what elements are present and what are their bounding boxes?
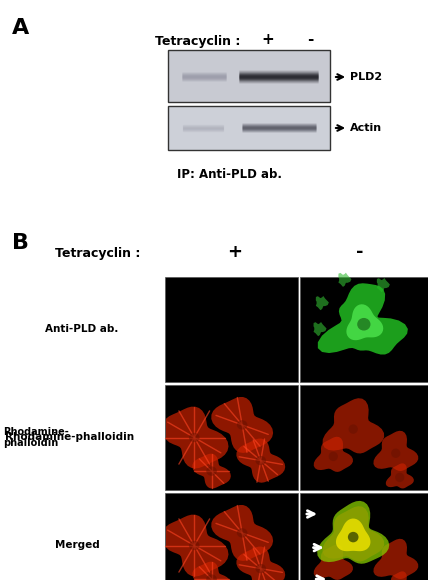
Polygon shape [166, 407, 229, 469]
Ellipse shape [329, 452, 338, 461]
Bar [165, 385, 298, 490]
Polygon shape [339, 273, 351, 287]
Polygon shape [192, 454, 231, 488]
Text: IP: Anti-PLD ab.: IP: Anti-PLD ab. [178, 168, 282, 181]
Polygon shape [314, 437, 353, 472]
Polygon shape [211, 505, 273, 561]
Polygon shape [374, 431, 418, 471]
Polygon shape [323, 506, 384, 561]
Bar [300, 385, 428, 490]
Polygon shape [374, 539, 418, 579]
Polygon shape [192, 561, 231, 580]
Polygon shape [236, 546, 285, 580]
Ellipse shape [189, 433, 199, 442]
Ellipse shape [206, 466, 217, 476]
Polygon shape [211, 397, 273, 453]
Text: Merged: Merged [55, 541, 100, 550]
Text: Rhodamine-
phalloidin: Rhodamine- phalloidin [3, 427, 69, 448]
Ellipse shape [348, 532, 359, 542]
Bar [300, 277, 428, 382]
Polygon shape [323, 398, 384, 454]
Ellipse shape [256, 564, 266, 573]
Text: -: - [356, 243, 364, 261]
Ellipse shape [391, 448, 401, 458]
Bar [165, 493, 298, 580]
Bar [168, 50, 330, 102]
Bar [168, 106, 330, 150]
Ellipse shape [237, 420, 247, 430]
Polygon shape [336, 519, 371, 551]
Text: B: B [12, 233, 29, 253]
Text: +: + [228, 243, 243, 261]
Ellipse shape [189, 541, 199, 550]
Ellipse shape [237, 528, 247, 538]
Text: PLD2: PLD2 [350, 72, 382, 82]
Polygon shape [166, 514, 229, 577]
Text: -: - [307, 32, 313, 47]
Polygon shape [386, 463, 414, 488]
Ellipse shape [357, 318, 371, 331]
Polygon shape [316, 296, 329, 310]
Polygon shape [346, 304, 383, 340]
Ellipse shape [256, 456, 266, 465]
Ellipse shape [206, 574, 217, 580]
Polygon shape [318, 283, 408, 354]
Polygon shape [236, 438, 285, 483]
Text: A: A [12, 18, 29, 38]
Ellipse shape [348, 425, 358, 434]
Polygon shape [386, 571, 414, 580]
Text: Anti-PLD ab.: Anti-PLD ab. [45, 324, 119, 335]
Text: Rhodamine-phalloidin: Rhodamine-phalloidin [5, 433, 134, 443]
Polygon shape [317, 501, 389, 564]
Polygon shape [314, 545, 353, 580]
Text: Tetracyclin :: Tetracyclin : [155, 35, 241, 48]
Bar [165, 277, 298, 382]
Polygon shape [313, 322, 327, 336]
Bar [300, 493, 428, 580]
Text: Tetracyclin :: Tetracyclin : [55, 247, 140, 260]
Text: Actin: Actin [350, 123, 382, 133]
Polygon shape [377, 278, 390, 292]
Text: +: + [262, 32, 274, 47]
Ellipse shape [395, 473, 404, 482]
